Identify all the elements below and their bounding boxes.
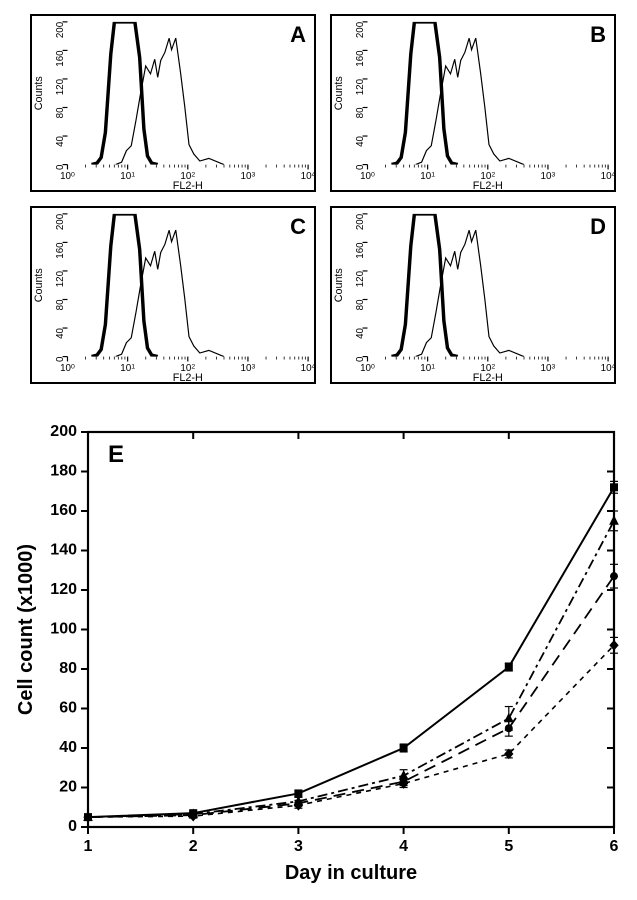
svg-text:100: 100 <box>360 363 375 374</box>
svg-text:103: 103 <box>541 171 556 182</box>
svg-text:0: 0 <box>355 356 366 362</box>
svg-text:120: 120 <box>55 270 66 287</box>
svg-text:103: 103 <box>241 171 256 182</box>
svg-text:60: 60 <box>59 700 77 717</box>
svg-text:200: 200 <box>50 423 77 440</box>
svg-text:104: 104 <box>301 363 314 374</box>
svg-text:1: 1 <box>84 838 93 855</box>
svg-text:0: 0 <box>55 164 66 170</box>
svg-text:120: 120 <box>355 78 366 95</box>
svg-text:101: 101 <box>120 363 135 374</box>
svg-text:80: 80 <box>59 660 77 677</box>
svg-text:FL2-H: FL2-H <box>173 372 203 382</box>
svg-text:100: 100 <box>60 171 75 182</box>
svg-text:Day in culture: Day in culture <box>285 862 417 884</box>
svg-text:0: 0 <box>355 164 366 170</box>
svg-text:Cell count (x1000): Cell count (x1000) <box>15 544 37 715</box>
svg-text:FL2-H: FL2-H <box>173 180 203 190</box>
svg-text:104: 104 <box>601 171 614 182</box>
svg-text:80: 80 <box>55 299 66 310</box>
panel-letter-D: D <box>590 214 606 240</box>
svg-text:104: 104 <box>301 171 314 182</box>
svg-text:103: 103 <box>241 363 256 374</box>
svg-text:2: 2 <box>189 838 198 855</box>
svg-text:80: 80 <box>55 107 66 118</box>
svg-text:6: 6 <box>610 838 619 855</box>
svg-text:100: 100 <box>60 363 75 374</box>
svg-text:0: 0 <box>55 356 66 362</box>
hist-panel-B: 100101102103104FL2-H04080120160200Counts… <box>330 14 616 192</box>
svg-text:40: 40 <box>59 739 77 756</box>
svg-text:200: 200 <box>355 21 366 38</box>
svg-text:40: 40 <box>55 328 66 339</box>
svg-text:103: 103 <box>541 363 556 374</box>
svg-text:80: 80 <box>355 107 366 118</box>
svg-text:101: 101 <box>120 171 135 182</box>
svg-text:40: 40 <box>55 136 66 147</box>
svg-text:101: 101 <box>420 363 435 374</box>
svg-text:101: 101 <box>420 171 435 182</box>
svg-text:200: 200 <box>355 213 366 230</box>
panel-letter-B: B <box>590 22 606 48</box>
panel-letter-A: A <box>290 22 306 48</box>
figure-root: 100101102103104FL2-H04080120160200Counts… <box>0 0 637 900</box>
svg-text:E: E <box>108 441 124 468</box>
svg-text:120: 120 <box>55 78 66 95</box>
svg-text:120: 120 <box>50 581 77 598</box>
svg-text:FL2-H: FL2-H <box>473 372 503 382</box>
svg-text:3: 3 <box>294 838 303 855</box>
growth-chart: 0 20 40 60 80 100 120 140 160 180 200 1 2 3 4 5 6 Day in … <box>10 420 630 885</box>
svg-text:4: 4 <box>399 838 408 855</box>
svg-text:Counts: Counts <box>33 268 45 302</box>
hist-panel-C: 100101102103104FL2-H04080120160200Counts… <box>30 206 316 384</box>
svg-text:80: 80 <box>355 299 366 310</box>
svg-text:40: 40 <box>355 328 366 339</box>
histogram-grid: 100101102103104FL2-H04080120160200Counts… <box>30 14 616 384</box>
svg-text:140: 140 <box>50 542 77 559</box>
svg-text:200: 200 <box>55 21 66 38</box>
svg-text:160: 160 <box>55 50 66 67</box>
svg-text:20: 20 <box>59 779 77 796</box>
svg-text:FL2-H: FL2-H <box>473 180 503 190</box>
svg-text:160: 160 <box>355 242 366 259</box>
svg-text:5: 5 <box>504 838 513 855</box>
svg-text:160: 160 <box>50 502 77 519</box>
panel-letter-C: C <box>290 214 306 240</box>
hist-panel-A: 100101102103104FL2-H04080120160200Counts… <box>30 14 316 192</box>
svg-text:0: 0 <box>68 818 77 835</box>
svg-text:100: 100 <box>360 171 375 182</box>
svg-text:40: 40 <box>355 136 366 147</box>
svg-text:200: 200 <box>55 213 66 230</box>
hist-panel-D: 100101102103104FL2-H04080120160200Counts… <box>330 206 616 384</box>
svg-text:100: 100 <box>50 621 77 638</box>
svg-text:120: 120 <box>355 270 366 287</box>
svg-text:Counts: Counts <box>333 76 345 110</box>
svg-text:180: 180 <box>50 463 77 480</box>
svg-text:Counts: Counts <box>333 268 345 302</box>
svg-text:Counts: Counts <box>33 76 45 110</box>
svg-text:160: 160 <box>55 242 66 259</box>
svg-text:104: 104 <box>601 363 614 374</box>
svg-text:160: 160 <box>355 50 366 67</box>
